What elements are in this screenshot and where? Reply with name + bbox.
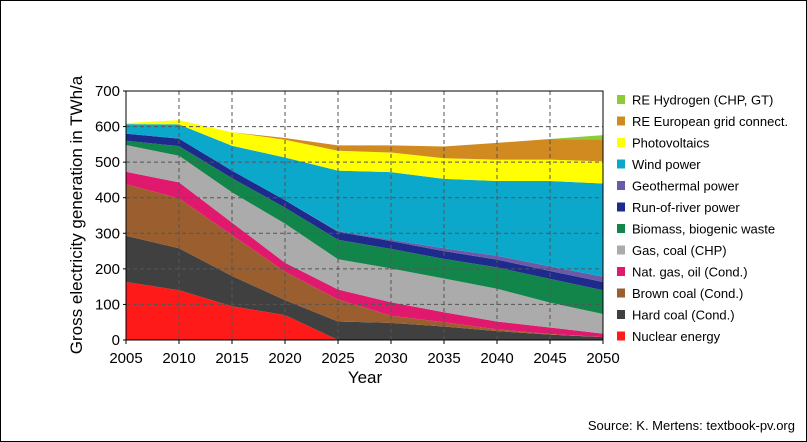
- grid-lines: [126, 91, 603, 340]
- x-tick-label: 2015: [215, 350, 248, 367]
- area-biomass-biogenic-waste: [126, 140, 603, 315]
- legend-swatch-nat-gas-oil-cond: [617, 267, 625, 276]
- y-tick-label: 300: [95, 225, 120, 242]
- area-run-of-river-power: [126, 133, 603, 291]
- legend-swatch-re-european-grid-connect: [617, 116, 625, 126]
- y-tick-label: 400: [95, 190, 120, 207]
- y-axis-title: Gross electricity generation in TWh/a: [67, 75, 86, 354]
- legend-swatch-gas-coal-chp: [617, 245, 625, 255]
- x-tick-label: 2030: [374, 350, 407, 367]
- legend-swatch-nuclear-energy: [617, 331, 625, 341]
- y-tick-label: 700: [95, 83, 120, 100]
- area-hard-coal-cond: [126, 235, 603, 340]
- legend-swatch-photovoltaics: [617, 138, 625, 147]
- source-credit: Source: K. Mertens: textbook-pv.org: [588, 418, 795, 433]
- area-re-european-grid-connect: [126, 120, 603, 162]
- legend-swatch-geothermal-power: [617, 181, 625, 190]
- legend-label-gas-coal-chp: Gas, coal (CHP): [632, 243, 727, 258]
- legend-label-hard-coal-cond: Hard coal (Cond.): [632, 308, 735, 323]
- y-tick-label: 0: [112, 332, 120, 349]
- x-tick-label: 2010: [162, 350, 195, 367]
- y-tick-label: 500: [95, 154, 120, 171]
- legend-label-nuclear-energy: Nuclear energy: [632, 329, 721, 344]
- legend: RE Hydrogen (CHP, GT) RE European grid co…: [617, 93, 788, 344]
- area-photovoltaics: [126, 120, 603, 184]
- y-tick-label: 600: [95, 119, 120, 136]
- plot-border: [125, 90, 604, 341]
- legend-label-geothermal-power: Geothermal power: [632, 179, 740, 194]
- y-tick-label: 200: [95, 261, 120, 278]
- y-tick-labels: 0 100 200 300 400 500 600 700: [95, 83, 126, 349]
- area-layers: [126, 120, 603, 340]
- x-axis-title: Year: [348, 368, 383, 387]
- x-tick-label: 2040: [480, 350, 513, 367]
- y-tick-label: 100: [95, 296, 120, 313]
- legend-swatch-brown-coal-cond: [617, 288, 625, 298]
- legend-swatch-biomass-biogenic-waste: [617, 224, 625, 233]
- area-gas-coal-chp: [126, 145, 603, 334]
- legend-label-re-european-grid-connect: RE European grid connect.: [632, 114, 788, 129]
- x-tick-label: 2020: [268, 350, 301, 367]
- legend-label-nat-gas-oil-cond: Nat. gas, oil (Cond.): [632, 265, 748, 280]
- legend-label-run-of-river-power: Run-of-river power: [632, 200, 740, 215]
- legend-swatch-re-hydrogen-chp-gt: [617, 95, 625, 104]
- area-brown-coal-cond: [126, 184, 603, 338]
- legend-label-re-hydrogen-chp-gt: RE Hydrogen (CHP, GT): [632, 93, 773, 108]
- legend-swatch-run-of-river-power: [617, 202, 625, 212]
- x-tick-label: 2025: [321, 350, 354, 367]
- x-tick-label: 2045: [533, 350, 566, 367]
- legend-label-photovoltaics: Photovoltaics: [632, 136, 710, 151]
- legend-label-wind-power: Wind power: [632, 157, 701, 172]
- x-tick-label: 2035: [427, 350, 460, 367]
- x-tick-labels: 2005 2010 2015 2020 2025 2030 2035 2040 2045 2050: [109, 340, 620, 367]
- area-nuclear-energy: [126, 282, 603, 340]
- legend-label-biomass-biogenic-waste: Biomass, biogenic waste: [632, 222, 775, 237]
- x-tick-label: 2005: [109, 350, 142, 367]
- x-tick-label: 2050: [586, 350, 619, 367]
- legend-label-brown-coal-cond: Brown coal (Cond.): [632, 286, 743, 301]
- legend-swatch-wind-power: [617, 159, 625, 169]
- legend-swatch-hard-coal-cond: [617, 310, 625, 319]
